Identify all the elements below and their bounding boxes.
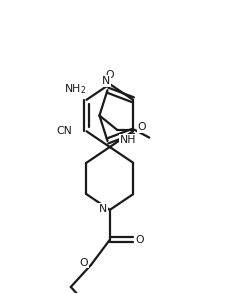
Text: NH$_2$: NH$_2$ xyxy=(64,82,86,96)
Text: O: O xyxy=(138,122,146,132)
Text: N: N xyxy=(102,76,110,86)
Text: O: O xyxy=(105,70,114,80)
Text: NH: NH xyxy=(119,135,136,145)
Text: N: N xyxy=(99,204,107,214)
Text: O: O xyxy=(79,258,88,268)
Text: O: O xyxy=(136,235,144,245)
Text: CN: CN xyxy=(56,126,72,136)
